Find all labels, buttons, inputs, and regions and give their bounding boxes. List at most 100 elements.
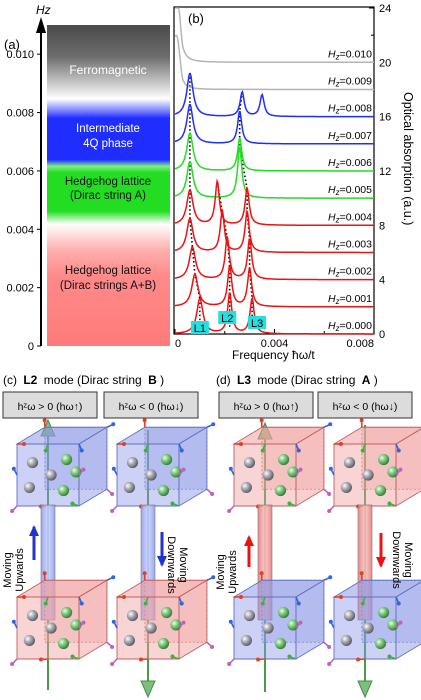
spin-sphere <box>23 481 35 493</box>
absorption-curve <box>174 132 374 172</box>
panel-d-box-right <box>317 391 413 419</box>
cube-side-face <box>395 581 421 660</box>
spin-arrow-head <box>298 467 303 472</box>
phase-hedgehog-ab-line1: Hedgehog lattice <box>65 265 151 277</box>
spin-arrow-head <box>43 601 48 606</box>
absorption-curve <box>174 72 374 118</box>
spin-arrow-head <box>170 501 175 506</box>
spin-arrow-head <box>143 601 148 606</box>
spin-arrow-head <box>398 620 403 625</box>
spin-sphere <box>61 606 73 619</box>
cube-d-right-bottom <box>327 571 421 667</box>
spin-arrow-head <box>239 595 243 599</box>
spin-sphere <box>343 457 356 469</box>
d-left-side-label-2: Upwards <box>227 550 239 594</box>
spin-sphere <box>45 622 57 634</box>
panel-c-box-right <box>103 391 199 419</box>
spin-arrow-head <box>211 575 216 580</box>
panel-c-box-right-text: hᶻω < 0 (hω↓) <box>119 401 184 413</box>
cube-side-face <box>395 428 421 507</box>
spin-arrow-head <box>210 644 215 649</box>
spin-sphere <box>26 610 39 622</box>
panel-a-tick-label: 0.006 <box>6 166 34 178</box>
absorption-curve <box>174 265 374 308</box>
cube-top-face <box>332 579 421 598</box>
spin-arrow-head <box>170 654 175 659</box>
mode-label: L2 <box>221 313 233 325</box>
absorption-curves <box>174 7 374 335</box>
spin-sphere <box>243 610 256 622</box>
spin-sphere <box>126 610 139 622</box>
spin-sphere <box>61 453 73 466</box>
spin-sphere <box>340 634 352 646</box>
d-left-side-label-1: Moving <box>215 554 227 589</box>
spin-arrow-head <box>70 501 75 506</box>
chart-ticks: 0 0.004 0.008 0 4 8 12 16 20 24 <box>174 3 391 350</box>
absorption-curve <box>175 7 374 64</box>
panel-d-box-left <box>218 391 314 419</box>
spin-sphere <box>26 457 39 469</box>
spin-sphere <box>240 634 252 646</box>
panel-a-tick-label: 0.004 <box>6 224 34 236</box>
axis-arrowhead-down <box>357 680 373 699</box>
spin-sphere <box>45 469 57 481</box>
spin-arrow-head <box>22 442 26 446</box>
spin-arrow-head <box>10 662 15 667</box>
phase-intermediate-line1: Intermediate <box>76 123 140 135</box>
spin-sphere <box>274 637 287 650</box>
spin-arrow-head <box>227 662 232 667</box>
spin-arrow-head <box>81 620 86 625</box>
spin-arrow-head <box>287 501 292 506</box>
spin-sphere <box>145 469 157 481</box>
motion-arrow-c-right-head <box>157 556 167 567</box>
phase-hedgehog-a-line1: Hedgehog lattice <box>65 176 151 188</box>
spin-arrow-head <box>396 448 401 453</box>
absorption-curve <box>174 234 374 281</box>
spin-sphere <box>126 457 139 469</box>
c-left-side-label-1: Moving <box>2 552 14 587</box>
spin-arrow-head <box>339 595 343 599</box>
spin-sphere <box>374 484 387 497</box>
spin-arrow-head <box>387 654 392 659</box>
spin-arrow-head <box>10 509 15 514</box>
c-left-side-label-2: Upwards <box>14 548 26 592</box>
phase-hedgehog-a-line2: (Dirac string A) <box>70 190 146 202</box>
panel-d-box-right-text: hᶻω < 0 (hω↓) <box>333 401 398 413</box>
spin-arrow-head <box>360 601 365 606</box>
panel-a-tick-label: 0.008 <box>6 108 34 120</box>
absorption-curve <box>174 34 374 91</box>
spin-sphere <box>240 481 252 493</box>
chart-x-axis-label: Frequency ħω/t <box>232 348 315 362</box>
c-right-side-label-1: Moving <box>177 547 189 582</box>
phase-diagram-bar <box>47 25 170 346</box>
spin-arrow-head <box>327 509 332 514</box>
spin-arrow-head <box>296 601 301 606</box>
cube-d-right-top <box>327 418 421 514</box>
panel-a-tick-label: 0 <box>28 341 34 353</box>
spin-arrow-head <box>81 467 86 472</box>
spin-arrow-head <box>260 601 265 606</box>
spin-arrow-head <box>111 466 116 471</box>
spin-arrow-head <box>39 657 44 662</box>
spin-sphere <box>243 457 256 469</box>
spin-sphere <box>170 619 182 631</box>
spin-arrow-head <box>79 448 84 453</box>
series-label: Hz=0.004 <box>328 211 372 224</box>
y-tick-label: 8 <box>379 220 385 232</box>
panel-a-tick-label: 0.010 <box>6 49 34 61</box>
spin-arrow-head <box>179 601 184 606</box>
x-tick-label: 0 <box>175 338 181 350</box>
spin-arrow-head <box>298 620 303 625</box>
spin-arrow-head <box>398 467 403 472</box>
series-label: Hz=0.007 <box>328 130 372 143</box>
panel-b-label: (b) <box>188 11 204 26</box>
spin-sphere <box>278 606 290 619</box>
cube-c-right-top <box>110 418 216 514</box>
spin-arrow-head <box>327 662 332 667</box>
spin-arrow-head <box>328 575 333 580</box>
spin-sphere <box>262 622 274 634</box>
spin-arrow-head <box>110 491 115 496</box>
spin-arrow-head <box>227 509 232 514</box>
spin-sphere <box>387 466 399 478</box>
